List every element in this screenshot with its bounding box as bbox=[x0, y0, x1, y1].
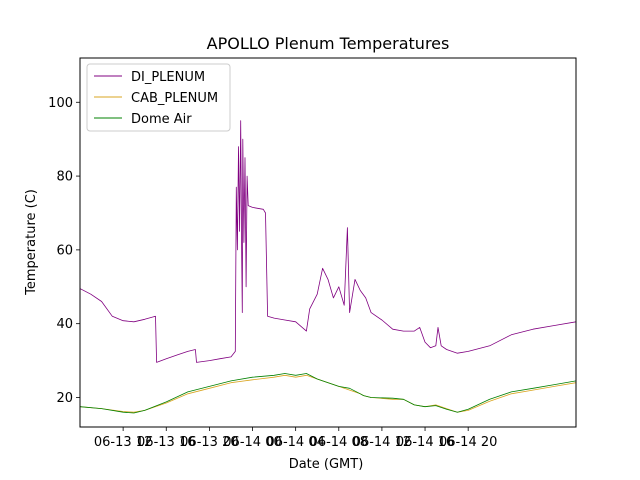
series-line-di-plenum bbox=[80, 120, 576, 363]
y-axis-label: Temperature (C) bbox=[24, 189, 39, 296]
x-tick-label: 06-14 00 bbox=[223, 435, 281, 450]
x-axis-label: Date (GMT) bbox=[289, 457, 364, 472]
y-axis-ticks: 20 40 60 80 100 bbox=[48, 96, 80, 406]
x-tick-label: 06-14 16 bbox=[396, 435, 454, 450]
legend-label: DI_PLENUM bbox=[131, 70, 205, 85]
y-tick-label: 40 bbox=[56, 317, 73, 332]
x-tick-label: 06-14 20 bbox=[439, 435, 497, 450]
series-layer bbox=[80, 120, 576, 414]
x-tick-label: 06-13 16 bbox=[137, 435, 195, 450]
x-tick-label: 06-14 04 bbox=[266, 435, 324, 450]
y-tick-label: 60 bbox=[56, 243, 73, 258]
x-tick-label: 06-13 20 bbox=[180, 435, 238, 450]
legend: DI_PLENUM CAB_PLENUM Dome Air bbox=[86, 63, 231, 132]
legend-box bbox=[86, 63, 231, 132]
legend-label: Dome Air bbox=[131, 112, 192, 127]
x-tick-label: 06-13 12 bbox=[94, 435, 152, 450]
x-tick-label: 06-14 12 bbox=[353, 435, 411, 450]
axes-frame bbox=[79, 57, 577, 428]
legend-label: CAB_PLENUM bbox=[131, 91, 218, 106]
x-tick-label: 06-14 08 bbox=[310, 435, 368, 450]
plot-area bbox=[79, 57, 577, 428]
y-tick-label: 20 bbox=[56, 391, 73, 406]
y-tick-label: 100 bbox=[48, 96, 73, 111]
y-tick-label: 80 bbox=[56, 170, 73, 185]
chart-title: APOLLO Plenum Temperatures bbox=[207, 34, 450, 53]
series-line-dome-air bbox=[80, 373, 576, 414]
